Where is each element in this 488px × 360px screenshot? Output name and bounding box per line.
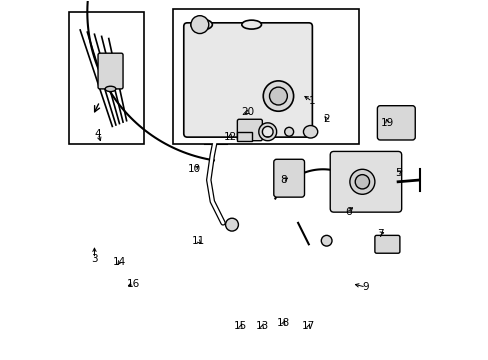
FancyBboxPatch shape <box>183 23 312 137</box>
Bar <box>237 132 251 141</box>
Text: 2: 2 <box>323 114 329 124</box>
Ellipse shape <box>284 127 293 136</box>
Ellipse shape <box>190 19 212 30</box>
Text: 3: 3 <box>91 253 98 264</box>
Text: 5: 5 <box>394 168 401 178</box>
Ellipse shape <box>263 81 293 111</box>
Text: 17: 17 <box>302 321 315 332</box>
Text: 4: 4 <box>95 129 101 139</box>
Text: 14: 14 <box>113 257 126 267</box>
Text: 16: 16 <box>127 279 140 289</box>
Ellipse shape <box>354 175 369 189</box>
Ellipse shape <box>349 169 374 194</box>
Text: 18: 18 <box>277 318 290 328</box>
Text: 12: 12 <box>223 132 236 142</box>
FancyBboxPatch shape <box>273 159 304 197</box>
FancyBboxPatch shape <box>374 235 399 253</box>
Ellipse shape <box>105 86 116 91</box>
Ellipse shape <box>242 20 261 29</box>
Text: 10: 10 <box>187 164 201 174</box>
Text: 13: 13 <box>255 321 268 332</box>
Text: 19: 19 <box>380 118 393 128</box>
Circle shape <box>190 16 208 33</box>
FancyBboxPatch shape <box>237 119 262 141</box>
Ellipse shape <box>269 87 287 105</box>
Text: 11: 11 <box>191 236 204 246</box>
Circle shape <box>321 235 331 246</box>
Text: 7: 7 <box>376 229 383 239</box>
Bar <box>69 12 144 144</box>
Text: 15: 15 <box>234 321 247 332</box>
Text: 1: 1 <box>308 96 315 107</box>
FancyBboxPatch shape <box>329 152 401 212</box>
Text: 8: 8 <box>280 175 286 185</box>
FancyBboxPatch shape <box>98 53 123 89</box>
Bar <box>173 9 358 144</box>
Ellipse shape <box>303 126 317 138</box>
Circle shape <box>225 218 238 231</box>
Text: 20: 20 <box>241 107 254 117</box>
FancyBboxPatch shape <box>377 106 414 140</box>
Text: 9: 9 <box>362 282 368 292</box>
Text: 6: 6 <box>344 207 351 217</box>
